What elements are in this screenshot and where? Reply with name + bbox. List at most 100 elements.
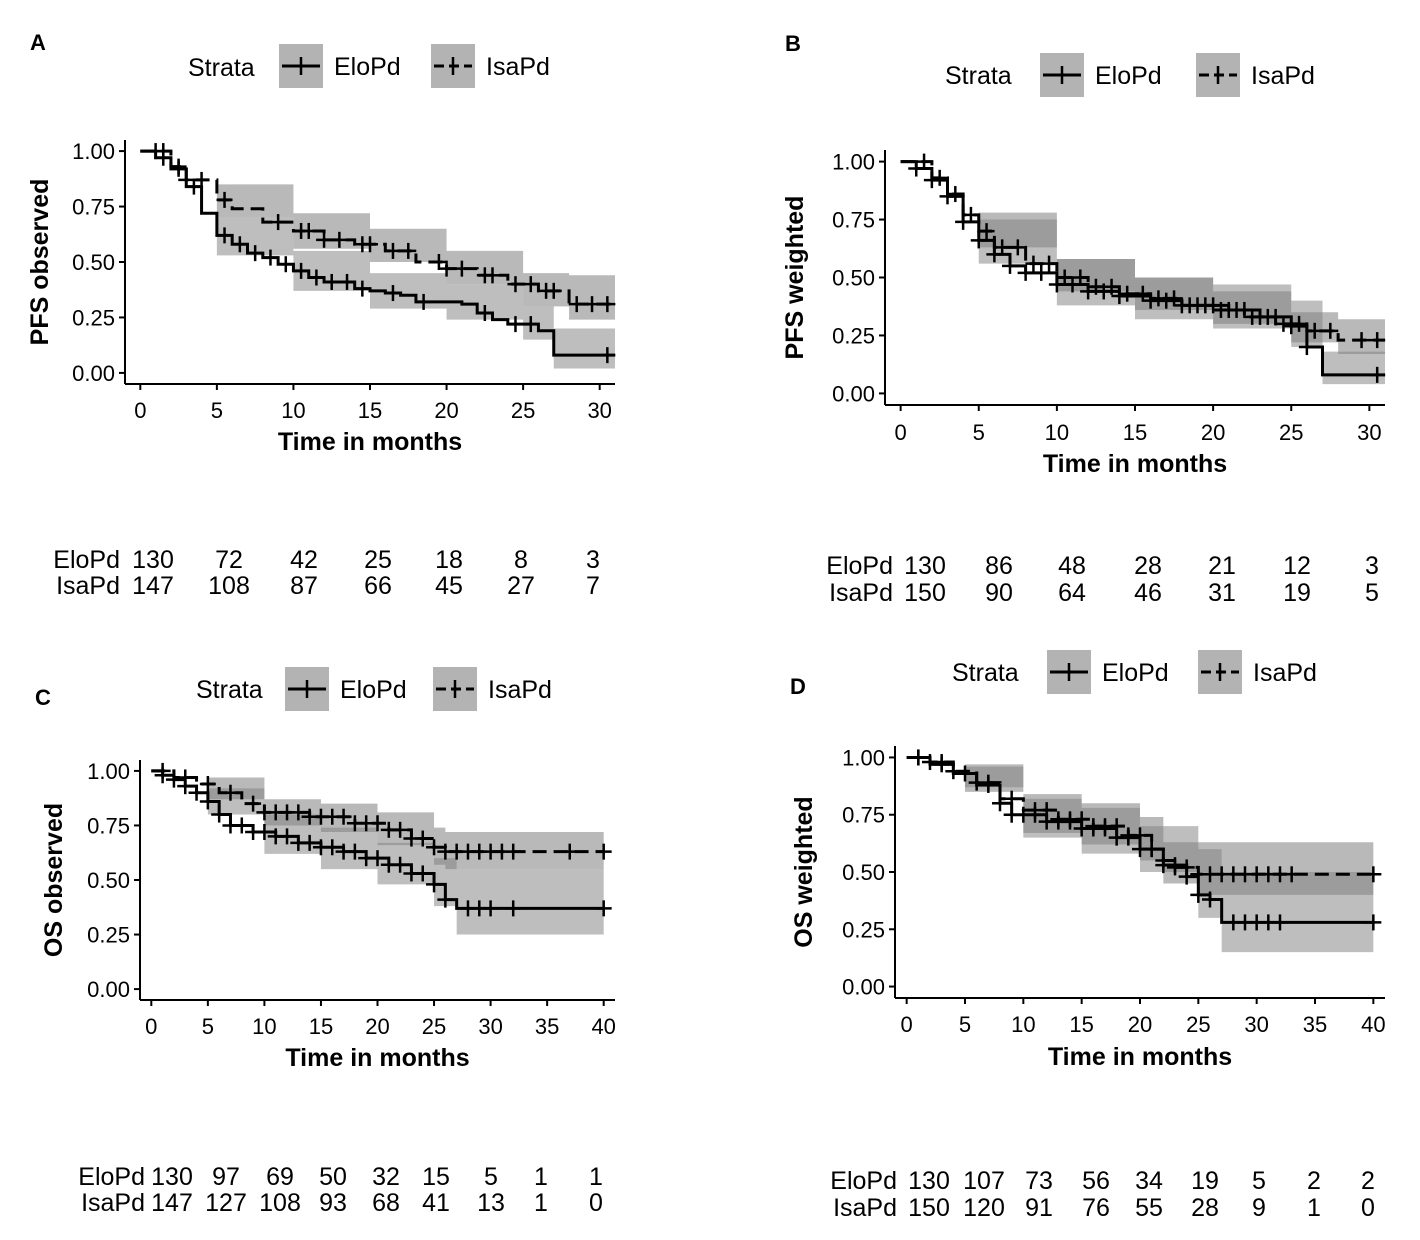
y-tick-label: 0.75 — [832, 208, 875, 233]
risk-value: 150 — [904, 579, 946, 607]
x-tick-label: 35 — [1303, 1012, 1327, 1037]
x-tick-label: 10 — [252, 1014, 276, 1039]
risk-value: 5 — [1252, 1167, 1266, 1195]
risk-value: 32 — [372, 1163, 400, 1191]
series-isapd — [900, 153, 1386, 349]
risk-value: 0 — [589, 1189, 603, 1217]
legend-title: Strata — [188, 54, 255, 82]
risk-value: 1 — [1307, 1194, 1321, 1222]
legend: Strata EloPd IsaPd — [188, 44, 550, 88]
y-tick-label: 0.25 — [72, 305, 115, 330]
risk-value: 9 — [1252, 1194, 1266, 1222]
risk-value: 1 — [589, 1163, 603, 1191]
x-tick-label: 10 — [1011, 1012, 1035, 1037]
legend-label: IsaPd — [1251, 62, 1315, 90]
risk-value: 5 — [484, 1163, 498, 1191]
risk-row-label: EloPd — [830, 1167, 897, 1195]
risk-row-label: EloPd — [53, 546, 120, 574]
legend-label: IsaPd — [486, 53, 550, 81]
risk-value: 127 — [205, 1189, 247, 1217]
risk-row-label: IsaPd — [829, 579, 893, 607]
risk-value: 93 — [319, 1189, 347, 1217]
risk-value: 7 — [586, 572, 600, 600]
risk-value: 25 — [364, 546, 392, 574]
x-tick-label: 15 — [309, 1014, 333, 1039]
x-tick-label: 5 — [959, 1012, 971, 1037]
legend: Strata EloPd IsaPd — [945, 53, 1315, 97]
risk-value: 45 — [435, 572, 463, 600]
risk-value: 97 — [212, 1163, 240, 1191]
series-elopd — [151, 767, 612, 917]
y-axis-title: PFS weighted — [781, 196, 809, 360]
legend-item-isapd: IsaPd — [1198, 650, 1317, 694]
x-tick-label: 5 — [211, 398, 223, 423]
x-tick-label: 20 — [434, 398, 458, 423]
x-tick-label: 20 — [1201, 420, 1225, 445]
risk-value: 42 — [290, 546, 318, 574]
ci-band-isapd — [900, 161, 1385, 354]
x-axis-title: Time in months — [1048, 1043, 1232, 1071]
risk-value: 46 — [1134, 579, 1162, 607]
risk-value: 12 — [1283, 552, 1311, 580]
y-axis-title: OS weighted — [790, 796, 818, 947]
x-tick-label: 20 — [1128, 1012, 1152, 1037]
y-tick-label: 1.00 — [87, 759, 130, 784]
legend-title: Strata — [945, 62, 1012, 90]
risk-row-label: EloPd — [826, 552, 893, 580]
risk-value: 41 — [422, 1189, 450, 1217]
series-isapd — [140, 143, 616, 313]
risk-table: EloPd 130 72 42 25 18 8 3 IsaPd 147 108 87 66 45 27 7 — [53, 546, 600, 600]
y-tick-label: 0.50 — [87, 868, 130, 893]
risk-value: 76 — [1082, 1194, 1110, 1222]
x-axis-title: Time in months — [278, 428, 462, 456]
risk-value: 130 — [132, 546, 174, 574]
risk-value: 34 — [1135, 1167, 1163, 1195]
x-tick-label: 30 — [1357, 420, 1381, 445]
x-axis-title: Time in months — [1043, 450, 1227, 478]
risk-value: 108 — [259, 1189, 301, 1217]
risk-value: 19 — [1283, 579, 1311, 607]
x-axis-title: Time in months — [285, 1044, 469, 1072]
x-tick-label: 15 — [1123, 420, 1147, 445]
risk-value: 8 — [514, 546, 528, 574]
risk-value: 147 — [151, 1189, 193, 1217]
risk-value: 86 — [985, 552, 1013, 580]
y-tick-label: 1.00 — [72, 139, 115, 164]
y-axis-title: PFS observed — [26, 179, 54, 346]
legend-item-elopd: EloPd — [1040, 53, 1162, 97]
risk-table: EloPd 130 86 48 28 21 12 3 IsaPd 150 90 64 46 31 19 5 — [826, 552, 1379, 607]
risk-value: 120 — [963, 1194, 1005, 1222]
ci-band-isapd — [906, 757, 1374, 895]
x-tick-label: 5 — [202, 1014, 214, 1039]
y-tick-label: 0.00 — [842, 975, 885, 1000]
x-tick-label: 5 — [973, 420, 985, 445]
x-tick-label: 0 — [145, 1014, 157, 1039]
legend: Strata EloPd IsaPd — [196, 667, 552, 711]
y-axis-title: OS observed — [40, 803, 68, 957]
survival-curve — [140, 149, 615, 306]
x-tick-label: 30 — [478, 1014, 502, 1039]
panel-letter: C — [35, 685, 51, 710]
risk-value: 56 — [1082, 1167, 1110, 1195]
y-tick-label: 0.25 — [87, 923, 130, 948]
risk-row-label: IsaPd — [56, 572, 120, 600]
risk-value: 130 — [151, 1163, 193, 1191]
risk-value: 0 — [1361, 1194, 1375, 1222]
x-tick-label: 20 — [365, 1014, 389, 1039]
risk-value: 2 — [1361, 1167, 1375, 1195]
risk-value: 147 — [132, 572, 174, 600]
risk-value: 28 — [1134, 552, 1162, 580]
series-isapd — [906, 749, 1382, 883]
y-tick-label: 0.00 — [832, 381, 875, 406]
ci-band-elopd — [140, 151, 615, 369]
y-tick-label: 0.25 — [842, 917, 885, 942]
risk-value: 13 — [477, 1189, 505, 1217]
risk-value: 55 — [1135, 1194, 1163, 1222]
risk-value: 31 — [1208, 579, 1236, 607]
risk-value: 1 — [534, 1163, 548, 1191]
risk-value: 66 — [364, 572, 392, 600]
ci-band-isapd — [140, 151, 615, 320]
